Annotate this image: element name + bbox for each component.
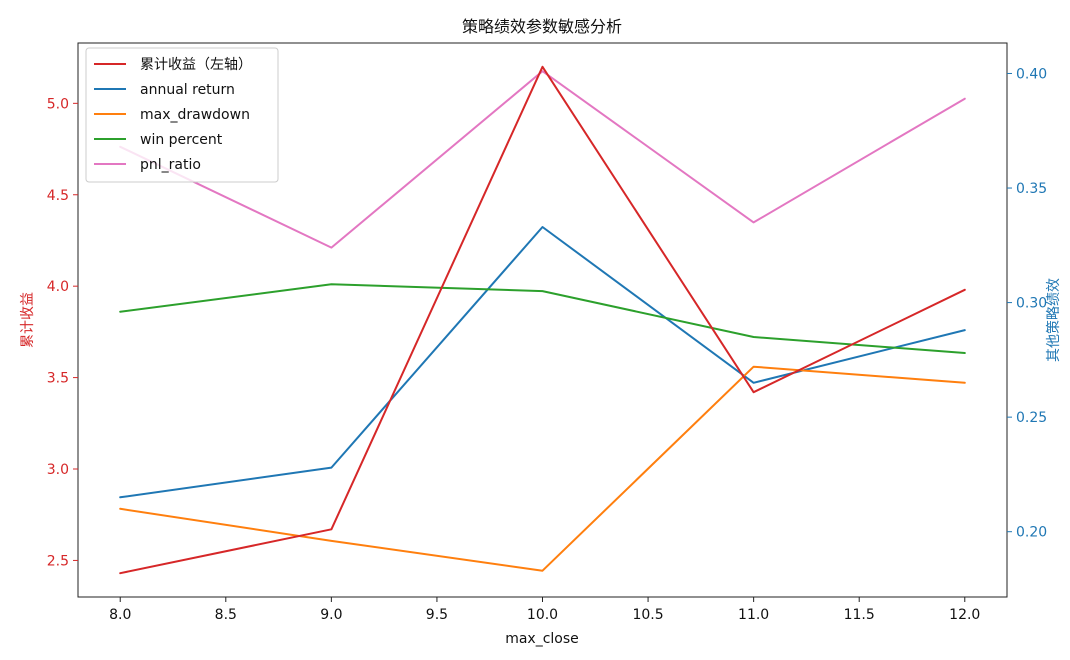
y-axis-left-title: 累计收益 bbox=[20, 292, 36, 348]
series-line-annual-return bbox=[119, 226, 966, 499]
chart-title: 策略绩效参数敏感分析 bbox=[462, 17, 622, 36]
series-line-pnl-ratio bbox=[119, 70, 966, 249]
legend-label: annual return bbox=[140, 82, 235, 98]
x-tick-label: 12.0 bbox=[949, 607, 980, 623]
y-right-tick-label: 0.30 bbox=[1016, 296, 1047, 312]
series-line-max-drawdown bbox=[119, 365, 966, 572]
y-left-tick-label: 2.5 bbox=[47, 553, 69, 569]
y-axis-right: 0.20 0.25 0.30 0.35 0.40 bbox=[1007, 66, 1047, 541]
series-line-cumulative-return bbox=[119, 65, 966, 575]
x-tick-label: 9.0 bbox=[320, 607, 342, 623]
legend-box bbox=[85, 47, 279, 183]
y-left-tick-label: 4.0 bbox=[47, 279, 69, 295]
x-tick-label: 11.0 bbox=[738, 607, 769, 623]
legend-label: pnl_ratio bbox=[140, 157, 201, 173]
y-right-tick-label: 0.35 bbox=[1016, 181, 1047, 197]
y-left-tick-label: 4.5 bbox=[47, 188, 69, 204]
x-tick-label: 10.0 bbox=[527, 607, 558, 623]
y-right-tick-label: 0.40 bbox=[1016, 66, 1047, 82]
y-axis-right-title: 其他策略绩效 bbox=[1045, 278, 1062, 362]
legend-label: 累计收益（左轴） bbox=[140, 57, 252, 73]
series-line-win-percent bbox=[119, 283, 966, 354]
y-left-tick-label: 3.0 bbox=[47, 462, 69, 478]
x-tick-label: 8.0 bbox=[109, 607, 131, 623]
x-tick-label: 11.5 bbox=[844, 607, 875, 623]
y-right-tick-label: 0.25 bbox=[1016, 410, 1047, 426]
marks-layer bbox=[119, 65, 966, 575]
x-axis-title: max_close bbox=[505, 631, 579, 647]
x-tick-label: 9.5 bbox=[426, 607, 448, 623]
x-tick-label: 8.5 bbox=[215, 607, 237, 623]
y-left-tick-label: 3.5 bbox=[47, 371, 69, 387]
y-right-tick-label: 0.20 bbox=[1016, 525, 1047, 541]
y-left-tick-label: 5.0 bbox=[47, 96, 69, 112]
legend-label: win percent bbox=[140, 132, 223, 148]
legend-label: max_drawdown bbox=[140, 107, 250, 123]
y-axis-left: 2.5 3.0 3.5 4.0 4.5 5.0 bbox=[47, 96, 78, 569]
x-tick-label: 10.5 bbox=[632, 607, 663, 623]
x-axis: 8.0 8.5 9.0 9.5 10.0 10.5 11.0 11.5 12.0 bbox=[109, 597, 980, 623]
